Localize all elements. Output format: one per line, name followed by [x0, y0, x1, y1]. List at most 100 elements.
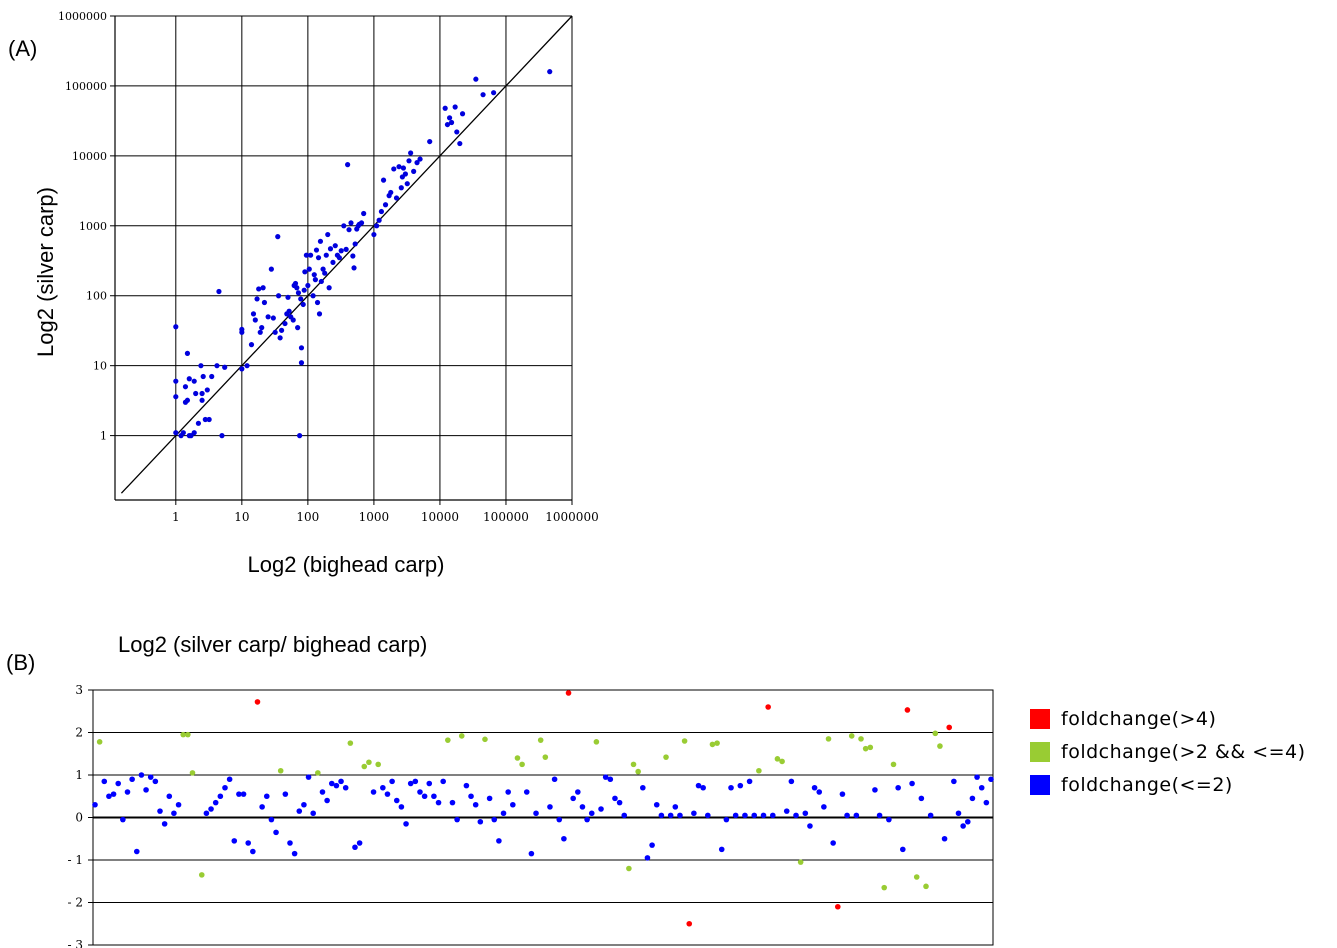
panel-b-data-point — [282, 791, 289, 797]
panel-a-data-point — [298, 360, 305, 366]
panel-b-data-point — [705, 812, 711, 819]
panel-b-data-point — [384, 791, 391, 797]
panel-b-data-point — [393, 797, 400, 804]
panel-b-data-point — [101, 778, 108, 785]
panel-a-data-point — [278, 327, 285, 333]
panel-a-data-point — [268, 266, 274, 272]
panel-a-data-point — [382, 202, 389, 208]
panel-b-data-point — [881, 884, 888, 891]
panel-a-data-point — [191, 378, 197, 384]
panel-b-data-point — [839, 791, 846, 797]
panel-a-data-point — [295, 325, 301, 331]
panel-a-y-tick-label: 1 — [100, 430, 107, 443]
panel-b-data-point — [667, 812, 674, 819]
panel-a-data-point — [310, 293, 316, 299]
panel-a-x-tick-label: 1000 — [359, 510, 390, 524]
panel-a-data-point — [459, 111, 466, 117]
panel-b-data-point — [356, 840, 363, 846]
panel-b-data-point — [454, 816, 460, 823]
panel-b-data-point — [677, 812, 683, 819]
panel-b-data-point — [496, 838, 502, 844]
panel-b-data-point — [886, 816, 892, 823]
panel-b-data-point — [403, 821, 409, 827]
panel-b-data-point — [626, 865, 632, 872]
panel-a-data-point — [306, 266, 312, 272]
panel-b-data-point — [598, 806, 604, 812]
panel-a-x-tick-label: 100 — [296, 510, 319, 524]
panel-b-y-tick-label: 0 — [75, 811, 83, 825]
panel-a-data-point — [275, 293, 282, 299]
panel-a-data-point — [292, 280, 299, 287]
panel-a-data-point — [446, 115, 453, 121]
panel-b-data-point — [231, 838, 238, 844]
panel-b-data-point — [342, 784, 349, 791]
panel-a-data-point — [325, 231, 331, 238]
panel-b-data-point — [412, 778, 419, 785]
panel-a-data-point — [239, 366, 245, 372]
panel-b-data-point — [779, 758, 785, 765]
panel-b-data-point — [765, 704, 771, 710]
panel-b-data-point — [268, 816, 275, 823]
panel-a-data-point — [272, 329, 278, 335]
panel-b-data-point — [92, 801, 98, 808]
panel-b-data-point — [166, 793, 173, 800]
panel-a-data-point — [427, 138, 433, 145]
panel-b-data-point — [133, 848, 140, 855]
panel-a-data-point — [391, 166, 397, 172]
panel-b-data-point — [561, 835, 567, 842]
panel-a-data-point — [374, 223, 380, 229]
panel-a-y-tick-label: 1000 — [79, 220, 107, 233]
panel-b-data-point — [222, 784, 228, 791]
panel-b-data-point — [143, 787, 149, 793]
panel-a-reference-line — [120, 15, 573, 494]
panel-a-data-point — [480, 92, 486, 98]
panel-a-data-point — [302, 269, 308, 275]
panel-b-data-point — [129, 776, 135, 783]
panel-b-data-point — [635, 768, 641, 775]
panel-a-data-point — [199, 390, 205, 397]
panel-b-data-point — [277, 767, 284, 774]
panel-b-data-point — [649, 842, 655, 848]
panel-a-data-point — [314, 299, 321, 306]
panel-a-data-point — [341, 223, 347, 229]
panel-a-data-point — [277, 335, 283, 341]
panel-b-data-point — [756, 767, 762, 774]
panel-a-data-point — [260, 285, 266, 291]
panel-b-data-point — [120, 816, 126, 823]
panel-b-data-point — [588, 810, 595, 817]
panel-b-data-point — [500, 810, 507, 817]
panel-b-data-point — [305, 774, 312, 780]
panel-b-data-point — [700, 784, 706, 791]
panel-b-data-point — [718, 846, 725, 853]
panel-a-data-point — [200, 373, 206, 380]
panel-b-data-point — [570, 795, 576, 802]
panel-a-label: (A) — [8, 36, 38, 61]
panel-a-data-point — [452, 104, 458, 110]
panel-a-data-point — [371, 231, 377, 238]
panel-a-data-point — [396, 164, 402, 170]
panel-b-data-point — [245, 840, 252, 846]
panel-a-data-point — [254, 296, 260, 302]
panel-b-data-point — [389, 778, 395, 785]
panel-a-data-point — [173, 324, 179, 330]
legend-label: foldchange(>2 && <=4) — [1061, 741, 1306, 763]
panel-b-data-point — [978, 784, 985, 791]
panel-a-x-tick-label: 100000 — [483, 510, 529, 524]
panel-b-data-point — [988, 776, 994, 783]
panel-b-data-point — [913, 874, 920, 880]
panel-a-data-point — [336, 255, 342, 261]
panel-a-data-point — [311, 272, 317, 278]
panel-b-data-point — [640, 784, 646, 791]
panel-b-data-point — [468, 793, 474, 800]
panel-b-data-point — [440, 778, 446, 785]
panel-b-data-point — [236, 791, 242, 797]
panel-a-data-point — [193, 390, 199, 397]
panel-b-data-point — [315, 770, 321, 776]
panel-b-data-point — [816, 789, 823, 795]
panel-b-data-point — [621, 812, 628, 819]
panel-b-data-point — [370, 789, 377, 795]
panel-a-data-point — [361, 210, 367, 217]
legend-swatch-red — [1030, 709, 1050, 729]
panel-a-data-point — [352, 241, 358, 247]
